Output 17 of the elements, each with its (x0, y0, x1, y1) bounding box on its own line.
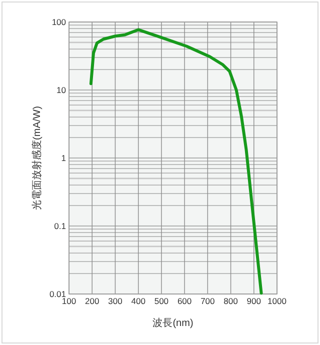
x-axis-title: 波長(nm) (152, 317, 194, 329)
y-tick-label: 0.01 (49, 289, 66, 299)
y-tick-label: 0.1 (54, 221, 66, 231)
x-tick-label: 300 (108, 296, 123, 306)
x-tick-label: 600 (177, 296, 192, 306)
line-series (89, 28, 263, 295)
y-axis-title: 光電面放射感度(mA/W) (31, 106, 43, 210)
x-tick-label: 700 (200, 296, 216, 306)
x-tick-label: 1000 (268, 296, 287, 306)
y-tick-label: 10 (56, 85, 66, 95)
y-tick-label: 1 (61, 153, 66, 163)
x-tick-label: 200 (85, 296, 100, 306)
y-tick-label: 100 (52, 17, 66, 27)
x-tick-label: 500 (154, 296, 169, 306)
x-tick-label: 400 (131, 296, 146, 306)
x-tick-label: 800 (224, 296, 238, 306)
x-tick-label: 900 (246, 296, 262, 306)
